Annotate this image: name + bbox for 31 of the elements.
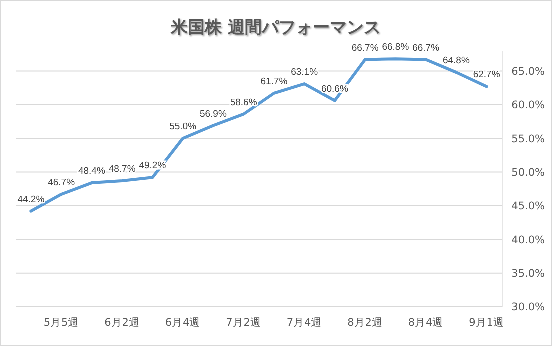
x-tick-label: 7月2週 xyxy=(226,317,262,329)
data-label: 66.8% xyxy=(382,42,410,54)
x-tick-label: 5月5週 xyxy=(44,317,80,329)
x-tick-label: 6月2週 xyxy=(104,317,140,329)
data-label: 63.1% xyxy=(291,67,319,78)
x-tick-label: 9月1週 xyxy=(469,317,504,329)
y-tick-label: 35.0% xyxy=(512,268,546,280)
x-tick-label: 6月4週 xyxy=(165,317,201,329)
data-label: 44.2% xyxy=(18,194,46,206)
data-label: 66.7% xyxy=(412,42,440,54)
data-label: 64.8% xyxy=(442,56,470,67)
y-tick-label: 30.0% xyxy=(512,302,546,314)
x-tick-label: 8月4週 xyxy=(408,317,444,329)
data-label: 66.7% xyxy=(352,42,380,54)
chart-title: 米国株 週間パフォーマンス xyxy=(170,18,381,38)
data-label: 48.7% xyxy=(108,164,136,176)
data-label: 58.6% xyxy=(230,97,258,108)
y-tick-label: 45.0% xyxy=(512,200,546,213)
x-tick-label: 8月2週 xyxy=(348,317,383,329)
data-label: 46.7% xyxy=(48,177,76,188)
y-tick-label: 55.0% xyxy=(512,133,546,146)
y-tick-label: 50.0% xyxy=(512,166,546,179)
data-label: 62.7% xyxy=(473,70,501,81)
data-label: 48.4% xyxy=(78,166,106,178)
y-tick-label: 60.0% xyxy=(512,100,546,112)
x-tick-label: 7月4週 xyxy=(286,317,322,329)
y-tick-label: 65.0% xyxy=(512,66,546,78)
y-tick-label: 40.0% xyxy=(512,234,546,246)
data-label: 61.7% xyxy=(260,76,288,88)
data-label: 56.9% xyxy=(200,108,228,120)
data-label: 55.0% xyxy=(170,122,198,133)
